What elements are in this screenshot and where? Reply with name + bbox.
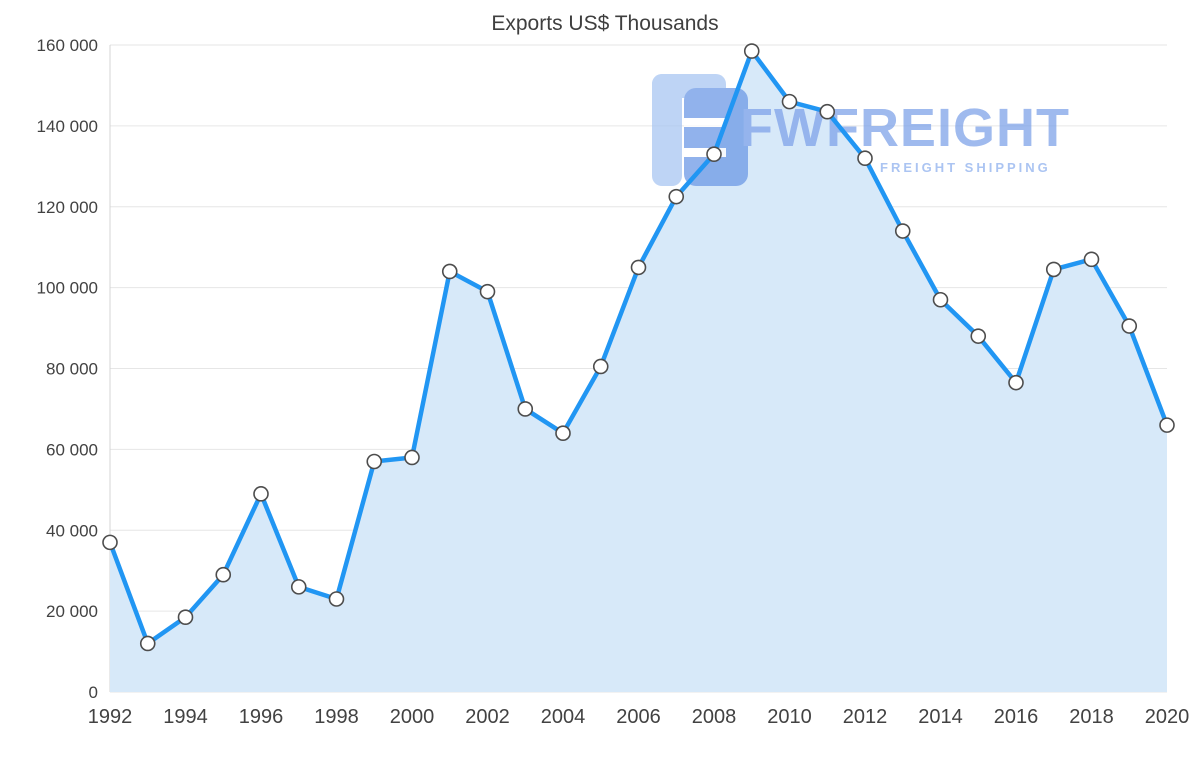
data-point[interactable] [819,103,836,120]
watermark-tagline: FREIGHT SHIPPING [880,160,1051,175]
x-tick-label: 1994 [163,706,208,728]
data-point[interactable] [1083,251,1100,268]
data-point[interactable] [592,358,609,375]
data-point[interactable] [857,150,873,167]
data-point[interactable] [630,259,647,276]
axis-labels: 0 20 000 40 000 60 000 80 000 100 000 120 000 1… [37,36,1190,728]
data-point[interactable] [781,93,798,110]
area-path [110,51,1167,693]
watermark: FWFREIGHT FREIGHT SHIPPING [652,74,1070,186]
watermark-brand: FWFREIGHT [740,98,1070,158]
x-tick-label: 2000 [390,706,435,728]
data-point[interactable] [404,449,420,466]
data-point[interactable] [366,453,383,470]
data-point[interactable] [328,591,345,607]
data-point[interactable] [102,534,118,551]
y-tick-label: 60 000 [46,440,98,459]
data-point[interactable] [177,609,194,625]
data-point[interactable] [479,283,496,300]
data-point[interactable] [139,635,156,652]
x-tick-label: 2020 [1145,706,1190,728]
data-point[interactable] [932,291,949,308]
data-point[interactable] [1121,318,1138,334]
x-tick-label: 2016 [994,706,1039,728]
y-tick-label: 120 000 [37,198,98,217]
data-point[interactable] [1159,417,1175,433]
y-tick-label: 80 000 [46,360,98,379]
data-point[interactable] [894,223,911,239]
area-fill [110,51,1167,693]
data-point[interactable] [215,566,232,583]
chart-title: Exports US$ Thousands [491,12,718,35]
data-point[interactable] [517,401,534,417]
data-point[interactable] [1045,261,1062,278]
x-tick-label: 2008 [692,706,737,728]
data-point[interactable] [970,328,987,344]
x-tick-label: 1998 [314,706,359,728]
data-point[interactable] [253,486,269,502]
x-tick-label: 2012 [843,706,888,728]
y-tick-label: 0 [89,683,98,702]
x-tick-label: 2010 [767,706,812,728]
x-tick-label: 2002 [465,706,510,728]
x-tick-label: 2014 [918,706,963,728]
data-point[interactable] [706,146,722,162]
data-point[interactable] [441,263,458,280]
x-tick-label: 1996 [239,706,284,728]
data-point[interactable] [1008,374,1024,391]
fwfreight-logo-icon [652,74,748,186]
y-tick-label: 20 000 [46,602,98,621]
x-tick-label: 2006 [616,706,661,728]
series-markers [102,43,1175,652]
y-tick-label: 160 000 [37,36,98,55]
y-tick-label: 100 000 [37,279,98,298]
data-point[interactable] [668,188,685,205]
x-tick-label: 1992 [88,706,133,728]
data-point[interactable] [555,425,571,442]
x-tick-label: 2004 [541,706,586,728]
y-tick-label: 140 000 [37,117,98,136]
data-point[interactable] [290,579,307,595]
x-tick-label: 2018 [1069,706,1114,728]
y-tick-label: 40 000 [46,521,98,540]
data-point[interactable] [743,43,760,59]
